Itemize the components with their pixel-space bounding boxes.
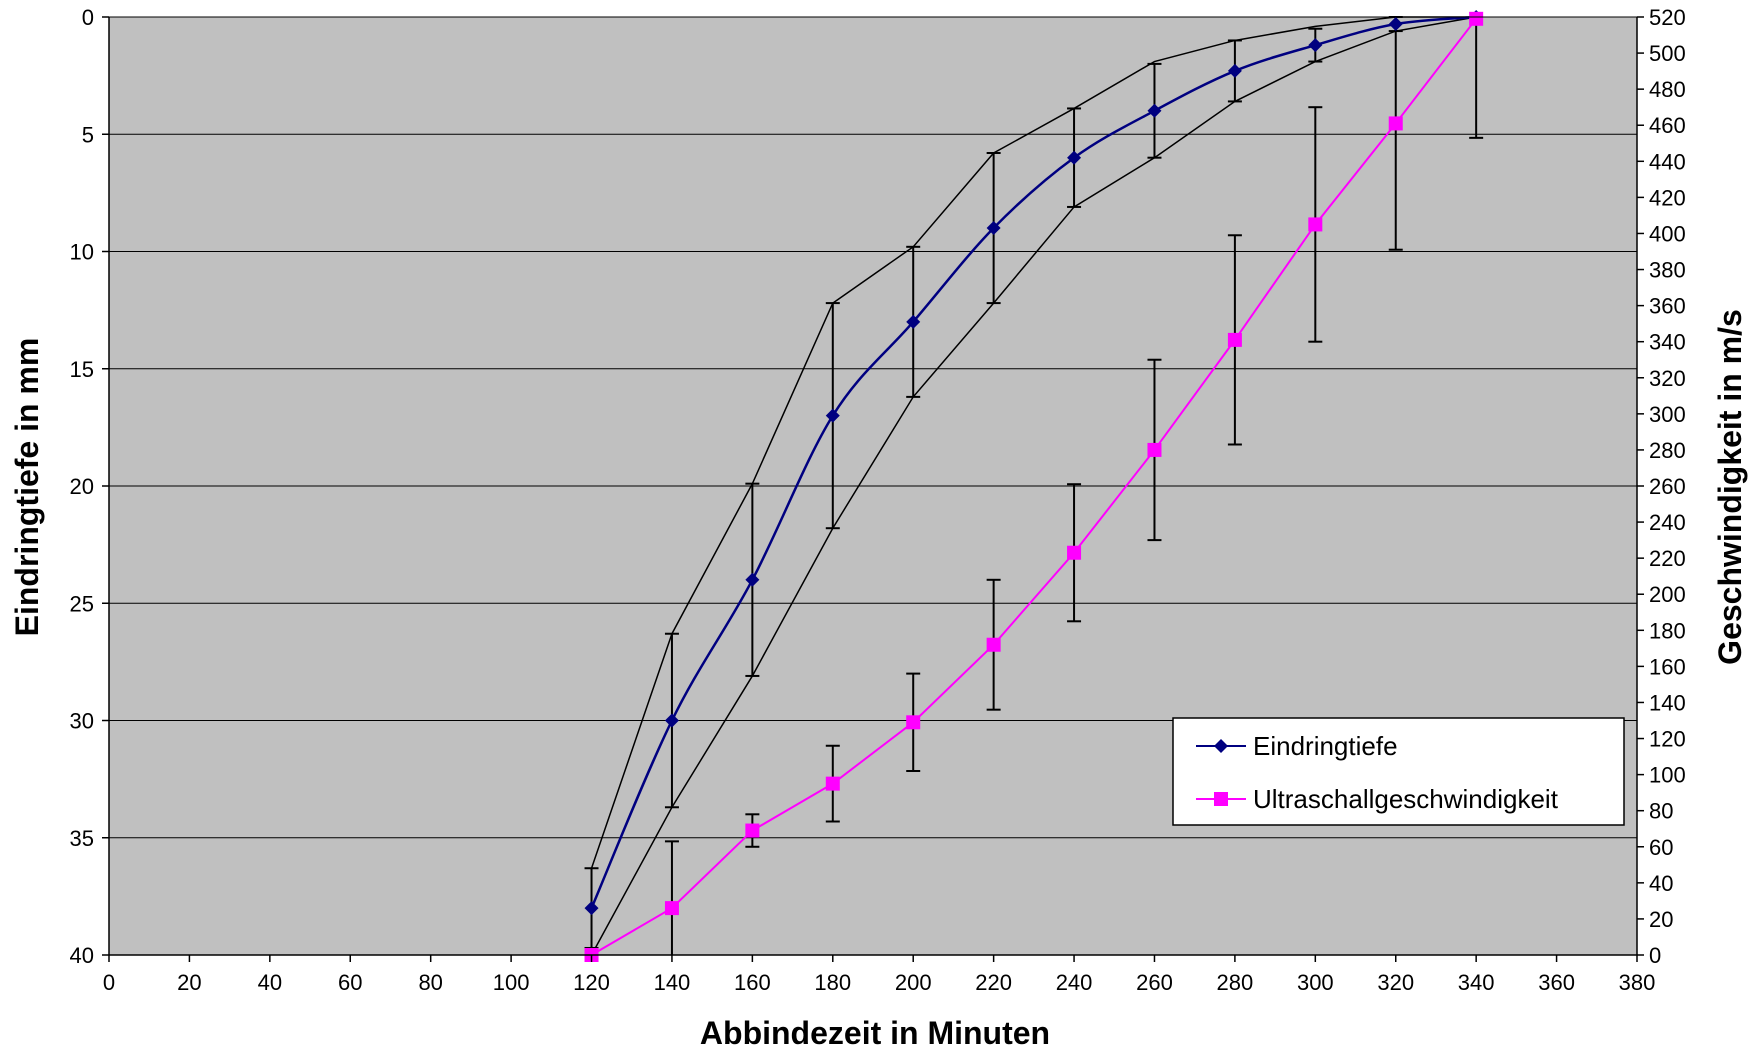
x-tick-label: 320 bbox=[1377, 970, 1414, 995]
x-tick-label: 380 bbox=[1619, 970, 1656, 995]
x-tick-label: 60 bbox=[338, 970, 362, 995]
right-tick-label: 480 bbox=[1649, 77, 1686, 102]
right-tick-label: 500 bbox=[1649, 41, 1686, 66]
legend: Eindringtiefe Ultraschallgeschwindigkeit bbox=[1172, 717, 1625, 826]
right-axis-title: Geschwindigkeit in m/s bbox=[1712, 309, 1748, 665]
marker-eindringtiefe bbox=[986, 221, 1001, 236]
legend-label-ultraschall: Ultraschallgeschwindigkeit bbox=[1253, 784, 1559, 814]
x-tick-label: 360 bbox=[1538, 970, 1575, 995]
legend-label-eindringtiefe: Eindringtiefe bbox=[1253, 731, 1398, 761]
x-tick-label: 240 bbox=[1056, 970, 1093, 995]
x-tick-label: 80 bbox=[418, 970, 442, 995]
right-tick-label: 20 bbox=[1649, 907, 1673, 932]
marker-eindringtiefe bbox=[664, 713, 679, 728]
x-tick-label: 120 bbox=[573, 970, 610, 995]
right-tick-label: 180 bbox=[1649, 618, 1686, 643]
right-tick-label: 100 bbox=[1649, 763, 1686, 788]
marker-ultraschall bbox=[664, 901, 679, 916]
envelope-upper-line bbox=[590, 16, 1477, 869]
legend-marker-ultraschall bbox=[1214, 792, 1228, 806]
right-tick-label: 220 bbox=[1649, 546, 1686, 571]
left-axis-title: Eindringtiefe in mm bbox=[9, 338, 45, 637]
left-tick-label: 0 bbox=[82, 5, 94, 30]
right-tick-label: 40 bbox=[1649, 871, 1673, 896]
x-tick-label: 260 bbox=[1136, 970, 1173, 995]
marker-eindringtiefe bbox=[1227, 63, 1242, 78]
marker-ultraschall bbox=[986, 637, 1001, 652]
x-tick-label: 340 bbox=[1458, 970, 1495, 995]
right-tick-label: 340 bbox=[1649, 330, 1686, 355]
marker-eindringtiefe bbox=[1147, 103, 1162, 118]
left-tick-label: 25 bbox=[70, 591, 94, 616]
marker-eindringtiefe bbox=[745, 572, 760, 587]
marker-ultraschall bbox=[1469, 11, 1484, 26]
marker-ultraschall bbox=[1067, 545, 1082, 560]
x-tick-label: 0 bbox=[103, 970, 115, 995]
right-tick-label: 320 bbox=[1649, 366, 1686, 391]
right-tick-label: 300 bbox=[1649, 402, 1686, 427]
x-tick-label: 140 bbox=[654, 970, 691, 995]
right-tick-label: 160 bbox=[1649, 654, 1686, 679]
left-tick-label: 20 bbox=[70, 474, 94, 499]
right-tick-label: 440 bbox=[1649, 149, 1686, 174]
marker-eindringtiefe bbox=[1308, 38, 1323, 53]
envelope-lower-line bbox=[590, 16, 1477, 956]
tick-labels: 0 20 40 60 80 100 120 140 160 180 200 220 240 260 280 3… bbox=[70, 5, 1686, 995]
left-tick-label: 30 bbox=[70, 709, 94, 734]
x-tick-label: 280 bbox=[1217, 970, 1254, 995]
axes bbox=[102, 16, 1644, 962]
right-tick-label: 80 bbox=[1649, 799, 1673, 824]
right-tick-label: 280 bbox=[1649, 438, 1686, 463]
marker-ultraschall bbox=[1388, 116, 1403, 131]
left-tick-label: 15 bbox=[70, 357, 94, 382]
right-tick-label: 120 bbox=[1649, 727, 1686, 752]
eindringtiefe-envelope bbox=[590, 16, 1477, 956]
marker-eindringtiefe bbox=[584, 901, 599, 916]
x-tick-label: 20 bbox=[177, 970, 201, 995]
right-tick-label: 60 bbox=[1649, 835, 1673, 860]
right-tick-label: 140 bbox=[1649, 690, 1686, 715]
marker-ultraschall bbox=[825, 776, 840, 791]
left-tick-label: 5 bbox=[82, 122, 94, 147]
x-axis-title: Abbindezeit in Minuten bbox=[700, 1015, 1050, 1051]
right-tick-label: 520 bbox=[1649, 5, 1686, 30]
right-tick-label: 240 bbox=[1649, 510, 1686, 535]
legend-box bbox=[1172, 717, 1625, 826]
left-tick-label: 35 bbox=[70, 826, 94, 851]
x-tick-label: 300 bbox=[1297, 970, 1334, 995]
marker-eindringtiefe bbox=[1067, 150, 1082, 165]
marker-eindringtiefe bbox=[906, 314, 921, 329]
x-tick-label: 180 bbox=[814, 970, 851, 995]
right-tick-label: 420 bbox=[1649, 185, 1686, 210]
right-tick-label: 380 bbox=[1649, 258, 1686, 283]
marker-ultraschall bbox=[1227, 332, 1242, 347]
right-tick-label: 200 bbox=[1649, 582, 1686, 607]
x-tick-label: 220 bbox=[975, 970, 1012, 995]
marker-ultraschall bbox=[745, 823, 760, 838]
x-tick-label: 100 bbox=[493, 970, 530, 995]
marker-ultraschall bbox=[906, 715, 921, 730]
series-line-ultraschall bbox=[591, 18, 1477, 956]
right-tick-label: 400 bbox=[1649, 221, 1686, 246]
right-tick-label: 260 bbox=[1649, 474, 1686, 499]
right-tick-label: 0 bbox=[1649, 943, 1661, 968]
right-tick-label: 360 bbox=[1649, 294, 1686, 319]
marker-ultraschall bbox=[1147, 442, 1162, 457]
x-tick-label: 40 bbox=[258, 970, 282, 995]
marker-ultraschall bbox=[1308, 217, 1323, 232]
right-tick-label: 460 bbox=[1649, 113, 1686, 138]
legend-marker-eindringtiefe bbox=[1214, 739, 1228, 753]
x-tick-label: 160 bbox=[734, 970, 771, 995]
marker-eindringtiefe bbox=[825, 408, 840, 423]
marker-eindringtiefe bbox=[1388, 17, 1403, 32]
left-tick-label: 10 bbox=[70, 240, 94, 265]
x-tick-label: 200 bbox=[895, 970, 932, 995]
left-tick-label: 40 bbox=[70, 943, 94, 968]
